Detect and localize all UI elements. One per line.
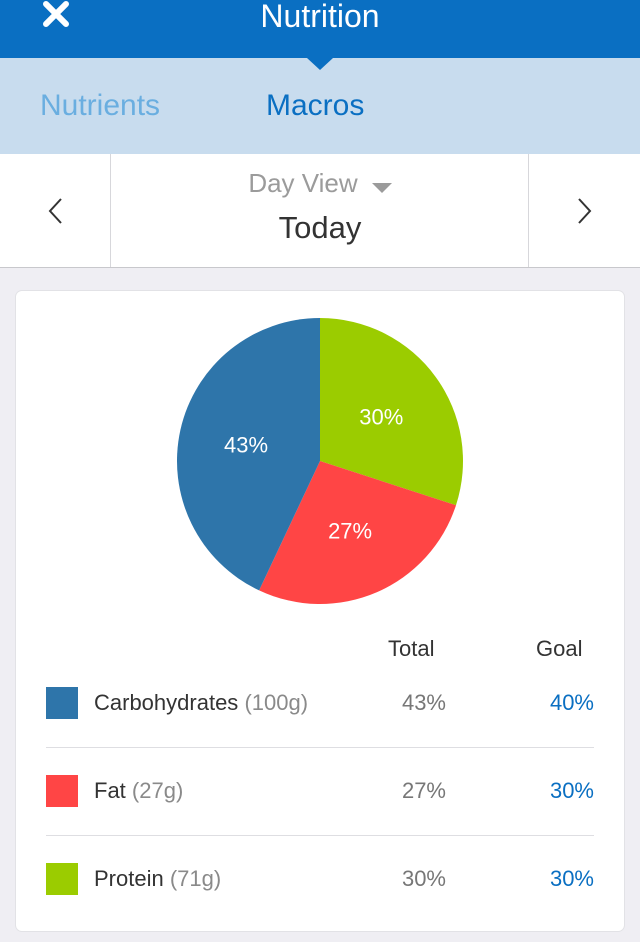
date-selector <box>0 154 640 268</box>
pie-slice-protein <box>320 318 463 506</box>
macro-goal: 40% <box>549 690 594 715</box>
macro-total: 43% <box>401 690 446 715</box>
pie-slice-carbohydrates <box>176 318 320 591</box>
view-label: Day View <box>248 168 358 198</box>
macros-pie-chart: 30% 27% 43% <box>176 318 463 604</box>
macro-name: Protein (71g) <box>94 866 222 891</box>
macro-name: Carbohydrates (100g) <box>94 690 309 715</box>
macro-goal: 30% <box>549 778 594 803</box>
previous-day-button[interactable] <box>0 154 111 267</box>
macro-row-carbohydrates: Carbohydrates (100g) 43% 40% <box>46 659 594 748</box>
chevron-down-icon <box>371 168 392 202</box>
close-button[interactable] <box>36 0 76 34</box>
macro-goal: 30% <box>549 866 594 891</box>
macro-total: 30% <box>401 866 446 891</box>
protein-swatch <box>46 863 78 895</box>
macro-name: Fat (27g) <box>94 778 184 803</box>
macros-card: 30% 27% 43% Total Goal Carbohydrates (100g… <box>16 291 624 931</box>
date-label: Today <box>278 210 362 245</box>
fat-swatch <box>46 775 78 807</box>
next-day-button[interactable] <box>528 154 640 267</box>
chevron-right-icon <box>577 197 591 224</box>
carbohydrates-swatch <box>46 687 78 719</box>
macro-total: 27% <box>401 778 446 803</box>
tab-macros[interactable]: Macros <box>266 89 365 122</box>
pie-label-fat: 27% <box>328 519 372 544</box>
chevron-left-icon <box>48 197 62 224</box>
macro-row-fat: Fat (27g) 27% 30% <box>46 747 594 836</box>
goal-column-header: Goal <box>536 636 583 661</box>
pie-label-protein: 30% <box>359 404 403 429</box>
active-tab-pointer <box>307 58 333 70</box>
macro-row-protein: Protein (71g) 30% 30% <box>46 835 594 923</box>
total-column-header: Total <box>388 636 435 661</box>
close-icon <box>43 1 69 27</box>
view-selector[interactable]: Day View <box>0 166 640 202</box>
tab-nutrients[interactable]: Nutrients <box>40 89 161 122</box>
pie-slice-fat <box>259 461 457 604</box>
tab-bar: Nutrients Macros <box>0 58 640 154</box>
pie-label-carbohydrates: 43% <box>224 432 268 457</box>
top-bar: Nutrition <box>0 0 640 58</box>
page-title: Nutrition <box>260 0 380 34</box>
